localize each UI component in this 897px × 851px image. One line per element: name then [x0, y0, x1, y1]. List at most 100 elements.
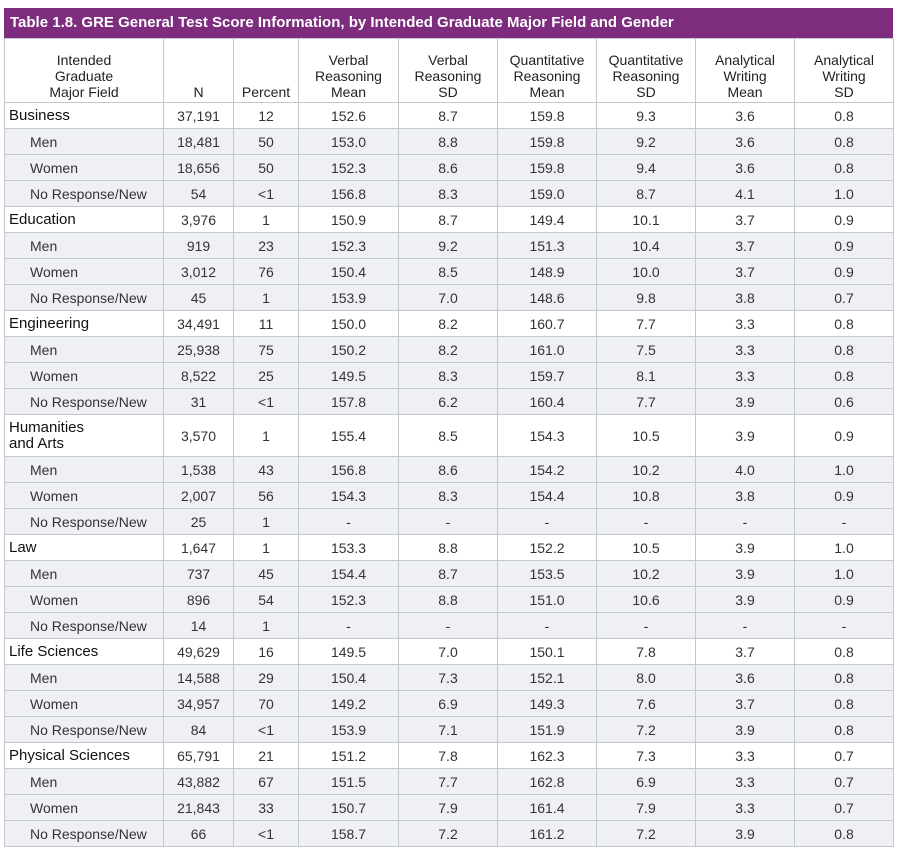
cell: 0.8: [794, 128, 894, 155]
cell: 9.4: [596, 154, 696, 181]
cell: 8.0: [596, 664, 696, 691]
cell: 153.3: [298, 534, 399, 561]
cell: 54: [163, 180, 234, 207]
row-label: No Response/New: [4, 180, 164, 207]
table-container: Table 1.8. GRE General Test Score Inform…: [4, 8, 894, 847]
cell: 8.3: [398, 362, 498, 389]
cell: 7.8: [596, 638, 696, 665]
cell: 159.8: [497, 128, 597, 155]
cell: 148.6: [497, 284, 597, 311]
column-header: Analytical Writing SD: [794, 38, 894, 103]
gender-row: Women 18,656 50 152.3 8.6 159.8 9.4 3.6 0.8: [4, 154, 894, 181]
header-row: Intended Graduate Major Field N Percent Ver…: [4, 38, 894, 103]
cell: 0.8: [794, 362, 894, 389]
cell: 150.7: [298, 794, 399, 821]
cell: 0.9: [794, 258, 894, 285]
cell: -: [596, 508, 696, 535]
cell: 151.0: [497, 586, 597, 613]
cell: 152.1: [497, 664, 597, 691]
row-label: Men: [4, 128, 164, 155]
cell: 7.3: [398, 664, 498, 691]
cell: 3.3: [695, 794, 795, 821]
cell: 152.6: [298, 102, 399, 129]
cell: 3.3: [695, 742, 795, 769]
gender-row: Men 737 45 154.4 8.7 153.5 10.2 3.9 1.0: [4, 560, 894, 587]
cell: 919: [163, 232, 234, 259]
row-label: Men: [4, 232, 164, 259]
cell: 8.7: [398, 206, 498, 233]
cell: <1: [233, 820, 299, 847]
cell: 153.9: [298, 716, 399, 743]
row-label: Physical Sciences: [4, 742, 164, 769]
cell: 10.1: [596, 206, 696, 233]
cell: -: [298, 508, 399, 535]
cell: 8.3: [398, 482, 498, 509]
cell: 10.5: [596, 414, 696, 457]
cell: 1: [233, 414, 299, 457]
cell: 45: [163, 284, 234, 311]
cell: 1,647: [163, 534, 234, 561]
gender-row: Men 919 23 152.3 9.2 151.3 10.4 3.7 0.9: [4, 232, 894, 259]
cell: 160.4: [497, 388, 597, 415]
cell: 0.9: [794, 482, 894, 509]
cell: 3.6: [695, 664, 795, 691]
cell: 54: [233, 586, 299, 613]
cell: 10.4: [596, 232, 696, 259]
cell: 67: [233, 768, 299, 795]
cell: 152.3: [298, 232, 399, 259]
row-label: Women: [4, 690, 164, 717]
cell: 1.0: [794, 456, 894, 483]
cell: 0.8: [794, 690, 894, 717]
cell: 7.7: [596, 388, 696, 415]
cell: 152.3: [298, 586, 399, 613]
row-label: Women: [4, 482, 164, 509]
cell: 49,629: [163, 638, 234, 665]
cell: 156.8: [298, 180, 399, 207]
cell: 50: [233, 128, 299, 155]
cell: 8,522: [163, 362, 234, 389]
cell: 154.2: [497, 456, 597, 483]
cell: 7.0: [398, 638, 498, 665]
column-header: Quantitative Reasoning Mean: [497, 38, 597, 103]
cell: 149.4: [497, 206, 597, 233]
row-label: Men: [4, 664, 164, 691]
cell: 0.9: [794, 414, 894, 457]
cell: 150.1: [497, 638, 597, 665]
gender-row: No Response/New 14 1- - - - - -: [4, 612, 894, 639]
cell: 3.6: [695, 154, 795, 181]
cell: 21: [233, 742, 299, 769]
cell: 14,588: [163, 664, 234, 691]
cell: 76: [233, 258, 299, 285]
cell: 3.3: [695, 362, 795, 389]
cell: 0.8: [794, 336, 894, 363]
cell: 152.3: [298, 154, 399, 181]
cell: 10.2: [596, 560, 696, 587]
field-row: Engineering 34,491 11 150.0 8.2 160.7 7.7 3.3 0.…: [4, 310, 894, 337]
cell: 0.7: [794, 768, 894, 795]
cell: 7.2: [596, 716, 696, 743]
cell: 149.3: [497, 690, 597, 717]
row-label: Women: [4, 794, 164, 821]
row-label: Humanities and Arts: [4, 414, 164, 457]
cell: 3.7: [695, 206, 795, 233]
cell: 1: [233, 612, 299, 639]
cell: -: [497, 612, 597, 639]
gender-row: Men 25,938 75 150.2 8.2 161.0 7.5 3.3 0.8: [4, 336, 894, 363]
field-row: Education 3,976 1 150.9 8.7 149.4 10.1 3.7 0.9: [4, 206, 894, 233]
row-label: Engineering: [4, 310, 164, 337]
cell: 4.0: [695, 456, 795, 483]
cell: 7.0: [398, 284, 498, 311]
column-header: Percent: [233, 38, 299, 103]
cell: 8.5: [398, 414, 498, 457]
cell: 9.8: [596, 284, 696, 311]
cell: 149.2: [298, 690, 399, 717]
column-header: N: [163, 38, 234, 103]
cell: -: [794, 612, 894, 639]
data-table: Intended Graduate Major Field N Percent Ver…: [4, 38, 894, 847]
cell: 7.5: [596, 336, 696, 363]
cell: 8.6: [398, 154, 498, 181]
cell: 1.0: [794, 534, 894, 561]
cell: 7.3: [596, 742, 696, 769]
cell: 0.9: [794, 206, 894, 233]
cell: 0.9: [794, 232, 894, 259]
